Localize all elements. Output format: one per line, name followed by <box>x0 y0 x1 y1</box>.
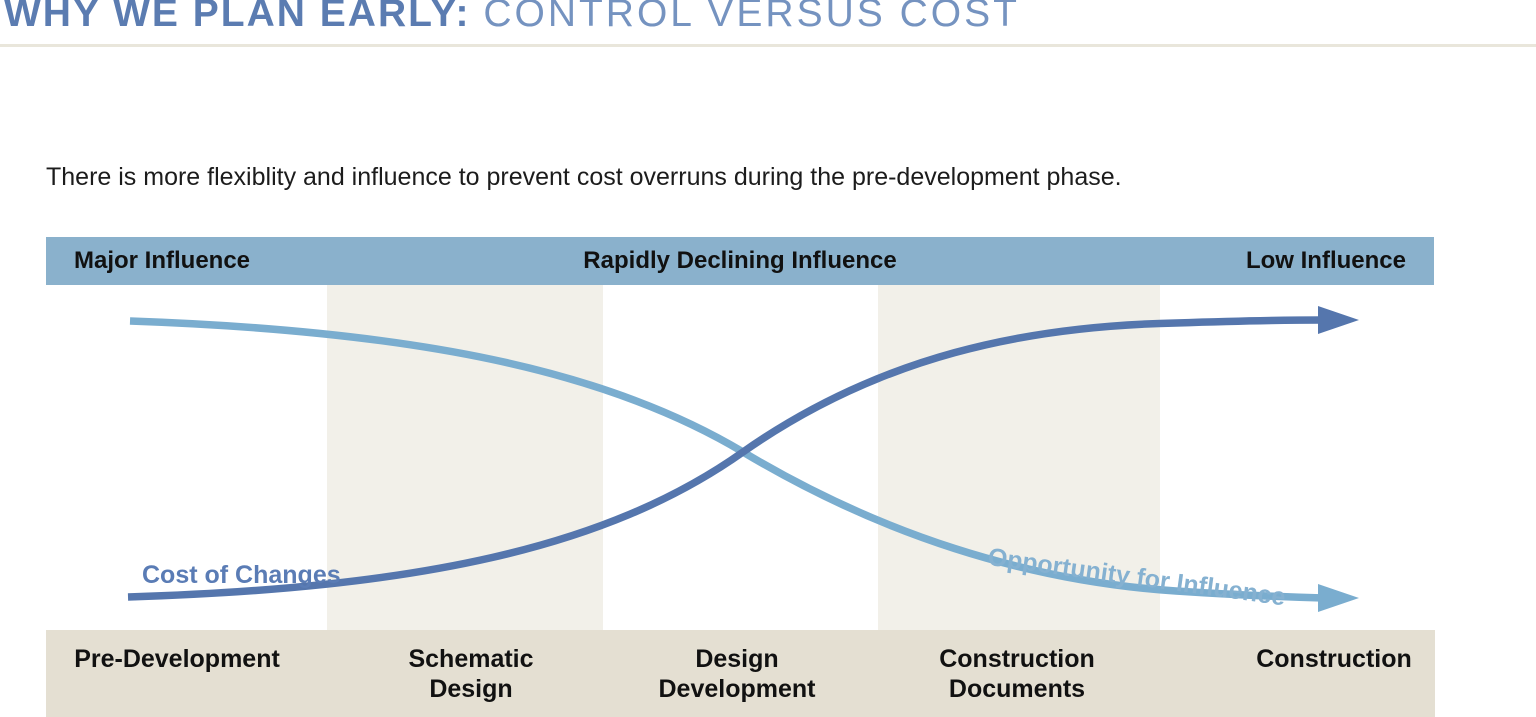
phase-label-pre-development: Pre-Development <box>74 645 280 673</box>
cost-arrowhead <box>1318 306 1359 334</box>
subtitle-text: There is more flexiblity and influence t… <box>46 163 1122 191</box>
cost-of-changes-label: Cost of Changes <box>142 561 341 589</box>
influence-label-low: Low Influence <box>1245 247 1406 274</box>
phase-label-construction: Construction <box>1256 645 1412 673</box>
curves-canvas <box>127 306 1359 612</box>
influence-axis-bar: Major Influence Rapidly Declining Influe… <box>46 237 1434 285</box>
page-title: WHY WE PLAN EARLY: CONTROL VERSUS COST <box>4 0 1020 36</box>
cost-curve <box>127 316 1325 601</box>
phase-label-schematic-design: Schematic Design <box>408 645 534 703</box>
influence-label-major: Major Influence <box>74 247 251 274</box>
title-divider <box>0 44 1536 47</box>
phase-label-design-development: Design Development <box>658 645 816 703</box>
influence-label-declining: Rapidly Declining Influence <box>583 247 897 274</box>
phase-axis-bar: Pre-Development Schematic Design Design … <box>46 630 1435 717</box>
opportunity-arrowhead <box>1318 584 1359 612</box>
page-title-secondary: CONTROL VERSUS COST <box>483 0 1020 35</box>
page-title-emphasis: WHY WE PLAN EARLY: <box>4 0 471 35</box>
phase-label-construction-documents: Construction Documents <box>939 645 1095 703</box>
curve-chart: Cost of Changes Opportunity for Influenc… <box>46 285 1434 630</box>
highlight-band-construction-documents <box>878 285 1160 630</box>
opportunity-curve <box>129 317 1325 602</box>
